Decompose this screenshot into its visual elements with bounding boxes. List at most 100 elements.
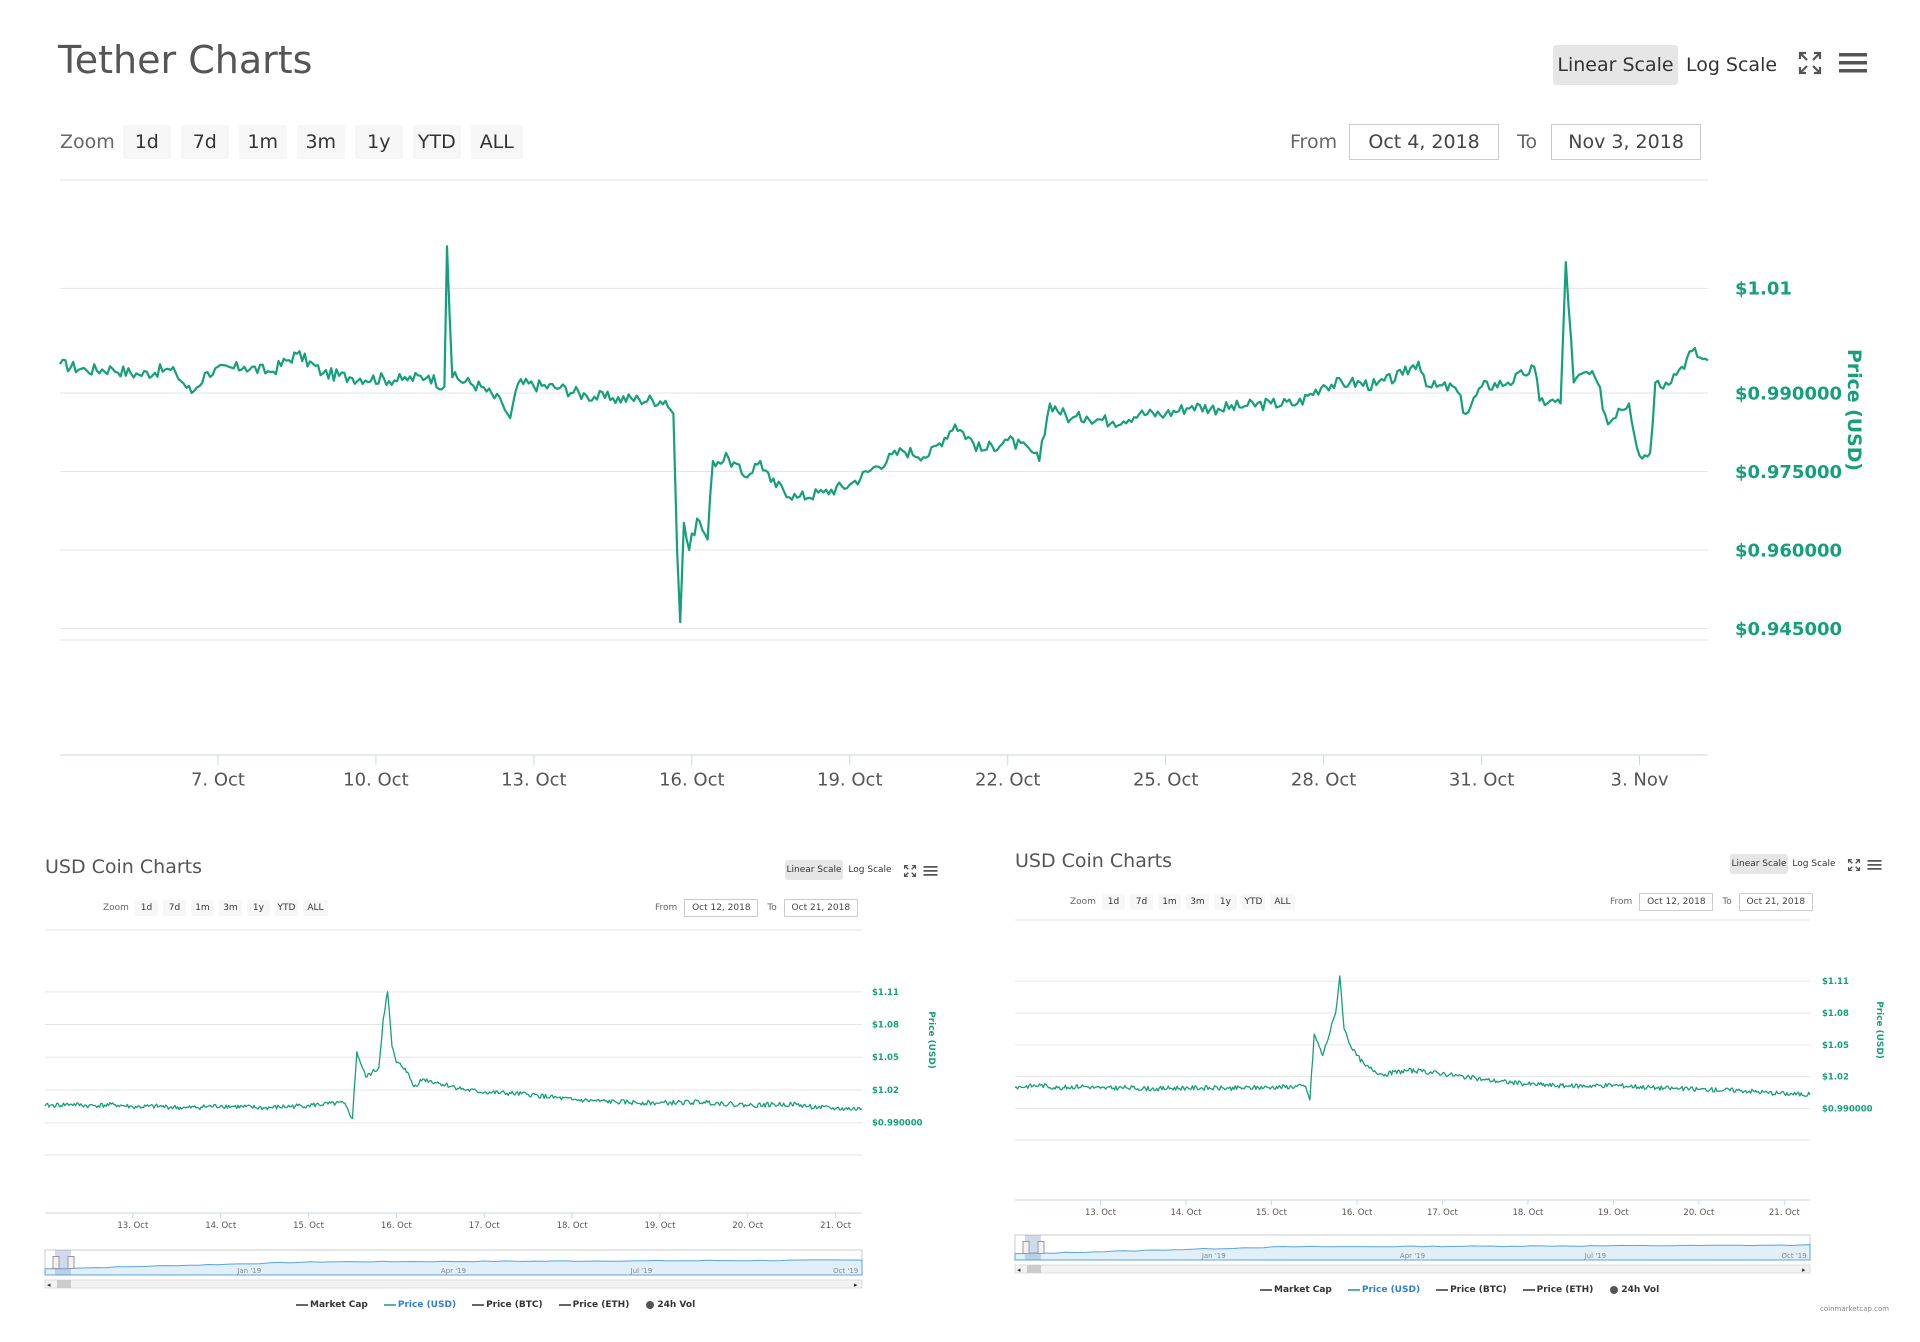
zoom-ytd-button[interactable]: YTD (1241, 894, 1265, 910)
legend-label: Market Cap (1274, 1285, 1332, 1295)
y-tick-label: $0.990000 (1822, 1104, 1873, 1114)
legend-price-eth[interactable]: Price (ETH) (558, 1300, 630, 1310)
to-label: To (1517, 131, 1538, 153)
legend-price-eth[interactable]: Price (ETH) (1522, 1285, 1594, 1295)
scrollbar-thumb (57, 1280, 71, 1288)
legend-market-cap[interactable]: Market Cap (296, 1300, 368, 1310)
legend-label: Price (BTC) (1450, 1285, 1507, 1295)
zoom-3m-button[interactable]: 3m (1185, 894, 1209, 910)
y-tick-label: $0.975000 (1735, 462, 1842, 483)
linear-scale-button[interactable]: Linear Scale (1553, 45, 1678, 85)
zoom-1m-button[interactable]: 1m (238, 125, 287, 159)
log-scale-button-left[interactable]: Log Scale (848, 865, 892, 875)
x-tick-label: 15. Oct (1256, 1208, 1288, 1218)
usdc-price-chart-left: $1.11 $1.08 $1.05 $1.02 $0.990000 Price (USD)… (44, 929, 936, 1289)
zoom-ytd-button[interactable]: YTD (412, 125, 461, 159)
fullscreen-icon[interactable] (1797, 50, 1823, 76)
from-label: From (1610, 897, 1633, 907)
scrollbar-left-arrow: ◂ (47, 1281, 51, 1289)
from-date-input[interactable]: Oct 4, 2018 (1349, 124, 1500, 160)
date-range-right: From Oct 12, 2018 To Oct 21, 2018 (1610, 893, 1813, 911)
menu-icon[interactable] (1838, 50, 1868, 76)
x-tick-label: 13. Oct (1085, 1208, 1117, 1218)
zoom-all-button[interactable]: ALL (470, 125, 523, 159)
legend-label: Price (USD) (1361, 1285, 1421, 1295)
zoom-1m-button[interactable]: 1m (1157, 894, 1181, 910)
zoom-all-button[interactable]: ALL (302, 900, 328, 916)
x-tick-label: 16. Oct (659, 770, 724, 791)
linear-scale-button-right[interactable]: Linear Scale (1730, 854, 1788, 874)
log-scale-button[interactable]: Log Scale (1685, 54, 1778, 76)
zoom-controls-left: Zoom 1d 7d 1m 3m 1y YTD ALL (103, 900, 328, 916)
zoom-label: Zoom (103, 903, 129, 913)
zoom-1y-button[interactable]: 1y (246, 900, 270, 916)
legend-price-btc[interactable]: Price (BTC) (1436, 1285, 1507, 1295)
zoom-1d-button[interactable]: 1d (122, 125, 171, 159)
zoom-1d-button[interactable]: 1d (134, 900, 158, 916)
x-tick-label: 17. Oct (469, 1221, 501, 1231)
from-label: From (1290, 131, 1338, 153)
scrollbar-thumb (1027, 1265, 1041, 1273)
legend-market-cap[interactable]: Market Cap (1260, 1285, 1332, 1295)
legend-price-usd[interactable]: Price (USD) (383, 1300, 457, 1310)
y-tick-label: $1.02 (1822, 1073, 1849, 1083)
legend-label: Market Cap (310, 1300, 368, 1310)
legend-line-icon (472, 1304, 485, 1306)
navigator-tick-label: Apr '19 (441, 1267, 466, 1275)
fullscreen-icon[interactable] (903, 864, 917, 878)
zoom-3m-button[interactable]: 3m (296, 125, 345, 159)
menu-icon[interactable] (923, 864, 938, 878)
to-date-input[interactable]: Oct 21, 2018 (1738, 893, 1813, 911)
zoom-controls: Zoom 1d 7d 1m 3m 1y YTD ALL (60, 125, 523, 159)
x-tick-label: 28. Oct (1291, 770, 1356, 791)
x-tick-label: 22. Oct (975, 770, 1040, 791)
credit-link[interactable]: coinmarketcap.com (1820, 1305, 1890, 1313)
zoom-1d-button[interactable]: 1d (1101, 894, 1125, 910)
zoom-all-button[interactable]: ALL (1269, 894, 1295, 910)
chart-title-right: USD Coin Charts (1015, 850, 1173, 872)
zoom-7d-button[interactable]: 7d (1129, 894, 1153, 910)
from-date-input[interactable]: Oct 12, 2018 (1639, 893, 1714, 911)
zoom-7d-button[interactable]: 7d (162, 900, 186, 916)
chart-legend-left: Market Cap Price (USD) Price (BTC) Price… (296, 1300, 695, 1310)
legend-label: Price (ETH) (572, 1300, 630, 1310)
legend-line-icon (1522, 1289, 1535, 1291)
x-tick-label: 13. Oct (501, 770, 566, 791)
scrollbar-right-arrow: ▸ (854, 1281, 858, 1289)
linear-scale-button-left[interactable]: Linear Scale (785, 860, 843, 880)
scrollbar-right-arrow: ▸ (1802, 1266, 1806, 1274)
to-date-input[interactable]: Nov 3, 2018 (1551, 124, 1702, 160)
scrollbar-track (1014, 1264, 1811, 1274)
y-tick-label: $1.11 (1822, 977, 1849, 987)
navigator-background (44, 1249, 863, 1276)
to-date-input[interactable]: Oct 21, 2018 (783, 899, 858, 917)
x-tick-label: 16. Oct (1341, 1208, 1373, 1218)
chart-title-left: USD Coin Charts (45, 856, 203, 878)
legend-price-btc[interactable]: Price (BTC) (472, 1300, 543, 1310)
y-tick-label: $1.02 (872, 1086, 899, 1096)
zoom-1y-button[interactable]: 1y (354, 125, 403, 159)
from-date-input[interactable]: Oct 12, 2018 (684, 899, 759, 917)
legend-price-usd[interactable]: Price (USD) (1347, 1285, 1421, 1295)
price-series-line (1014, 975, 1811, 1101)
legend-line-icon (1436, 1289, 1449, 1291)
y-axis-title: Price (USD) (1843, 349, 1865, 471)
zoom-1m-button[interactable]: 1m (190, 900, 214, 916)
legend-label: Price (ETH) (1536, 1285, 1594, 1295)
zoom-3m-button[interactable]: 3m (218, 900, 242, 916)
legend-24h-vol[interactable]: 24h Vol (645, 1300, 695, 1310)
legend-line-icon (296, 1304, 308, 1306)
legend-24h-vol[interactable]: 24h Vol (1609, 1285, 1659, 1295)
legend-dot-icon (646, 1301, 655, 1309)
zoom-ytd-button[interactable]: YTD (274, 900, 298, 916)
zoom-1y-button[interactable]: 1y (1213, 894, 1237, 910)
legend-label: Price (USD) (397, 1300, 457, 1310)
fullscreen-icon[interactable] (1847, 858, 1861, 872)
menu-icon[interactable] (1867, 858, 1882, 872)
zoom-controls-right: Zoom 1d 7d 1m 3m 1y YTD ALL (1070, 894, 1295, 910)
legend-dot-icon (1610, 1286, 1619, 1294)
zoom-7d-button[interactable]: 7d (180, 125, 229, 159)
log-scale-button-right[interactable]: Log Scale (1792, 859, 1836, 869)
navigator-handle (67, 1256, 75, 1269)
navigator-tick-label: Jan '19 (1201, 1252, 1226, 1260)
